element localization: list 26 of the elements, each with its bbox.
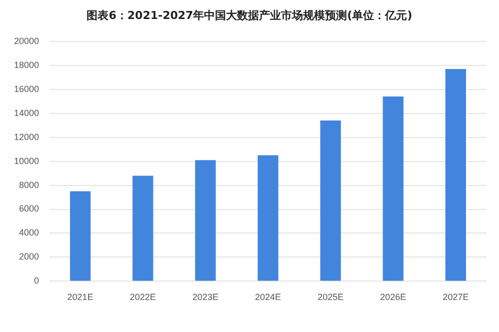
bar xyxy=(320,120,341,281)
bar xyxy=(382,96,404,281)
y-tick-label: 4000 xyxy=(18,228,40,238)
x-tick-label: 2023E xyxy=(192,292,218,302)
x-tick-label: 2027E xyxy=(442,292,469,302)
y-tick-label: 18000 xyxy=(14,60,40,70)
bar xyxy=(195,160,216,281)
bar xyxy=(132,176,154,281)
y-tick-label: 20000 xyxy=(14,36,40,46)
y-tick-label: 8000 xyxy=(18,180,40,190)
y-tick-label: 2000 xyxy=(18,252,40,262)
x-tick-label: 2026E xyxy=(380,292,406,302)
y-tick-label: 6000 xyxy=(18,204,40,214)
y-tick-label: 14000 xyxy=(14,108,40,118)
y-tick-label: 0 xyxy=(34,276,40,286)
y-tick-label: 12000 xyxy=(14,132,40,142)
x-tick-label: 2022E xyxy=(130,292,156,302)
x-tick-label: 2021E xyxy=(67,292,94,302)
chart-title: 图表6：2021-2027年中国大数据产业市场规模预测(单位：亿元) xyxy=(86,8,414,24)
y-tick-label: 16000 xyxy=(14,84,40,94)
y-tick-label: 10000 xyxy=(14,156,40,166)
x-tick-label: 2024E xyxy=(255,292,282,302)
x-tick-label: 2025E xyxy=(318,292,344,302)
bar xyxy=(70,191,91,281)
bar xyxy=(258,155,278,281)
bar xyxy=(445,68,466,281)
